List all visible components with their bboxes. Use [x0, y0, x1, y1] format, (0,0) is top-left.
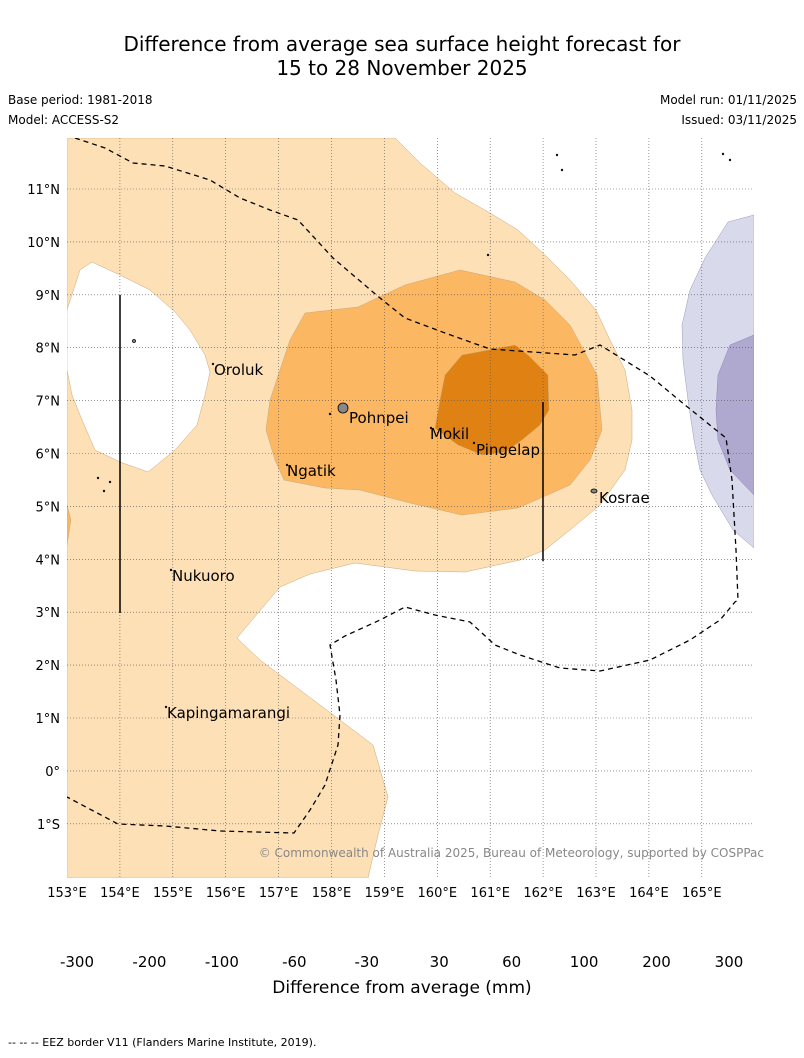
longitude-label: 163°E — [576, 886, 616, 901]
latitude-label: 3°N — [36, 606, 61, 621]
place-label-oroluk: Oroluk — [214, 361, 263, 379]
title-line-2: 15 to 28 November 2025 — [276, 56, 528, 80]
place-label-pohnpei: Pohnpei — [349, 409, 409, 427]
colorbar-tick-label: -100 — [204, 953, 239, 971]
colorbar-tick-label: -60 — [282, 953, 307, 971]
kosrae-island-icon — [590, 488, 598, 494]
place-label-nukuoro: Nukuoro — [172, 567, 235, 585]
longitude-label: 162°E — [523, 886, 563, 901]
latitude-label: 7°N — [36, 395, 61, 410]
copyright-notice: © Commonwealth of Australia 2025, Bureau… — [259, 846, 764, 860]
longitude-label: 158°E — [312, 886, 352, 901]
longitude-labels: 153°E 154°E 155°E 156°E 157°E 158°E 159°E 160°E… — [47, 886, 721, 901]
longitude-label: 161°E — [470, 886, 510, 901]
place-label-mokil: Mokil — [430, 425, 469, 443]
place-label-pingelap: Pingelap — [476, 441, 540, 459]
latitude-label: 4°N — [36, 553, 61, 568]
colorbar-tick-label: 30 — [429, 953, 449, 971]
place-labels: Oroluk Pohnpei Mokil Pingelap Ngatik Kos… — [167, 361, 650, 722]
longitude-label: 155°E — [153, 886, 193, 901]
latitude-label: 5°N — [36, 500, 61, 515]
longitude-label: 153°E — [47, 886, 87, 901]
latitude-label: 2°N — [36, 659, 61, 674]
eez-legend: -- -- -- EEZ border V11 (Flanders Marine… — [8, 1036, 317, 1049]
sea-level-map: Oroluk Pohnpei Mokil Pingelap Ngatik Kos… — [27, 138, 764, 901]
latitude-labels: 11°N 10°N 9°N 8°N 7°N 6°N 5°N 4°N 3°N 2°N 1°N 0° 1°S — [27, 183, 60, 833]
latitude-label: 6°N — [36, 448, 61, 463]
longitude-label: 154°E — [100, 886, 140, 901]
contour-layer — [67, 138, 754, 878]
longitude-label: 157°E — [259, 886, 299, 901]
longitude-label: 164°E — [629, 886, 669, 901]
latitude-label: 0° — [45, 765, 60, 780]
colorbar-tick-label: -30 — [354, 953, 380, 971]
place-label-kapingamarangi: Kapingamarangi — [167, 704, 290, 722]
colorbar-tick-label: -300 — [59, 953, 95, 971]
contour-100-200 — [434, 344, 550, 456]
latitude-label: 11°N — [27, 183, 60, 198]
latitude-label: 10°N — [27, 236, 60, 251]
longitude-label: 156°E — [206, 886, 246, 901]
colorbar-tick-label: 300 — [714, 953, 744, 971]
place-label-ngatik: Ngatik — [287, 462, 336, 480]
contour-negative-60-100 — [715, 334, 754, 496]
model-run: Model run: 01/11/2025 — [659, 93, 797, 107]
pohnpei-island-icon — [337, 402, 349, 414]
title-line-1: Difference from average sea surface heig… — [123, 32, 681, 56]
contour-neutral-west — [67, 261, 211, 473]
latitude-label: 9°N — [36, 289, 61, 304]
longitude-label: 165°E — [682, 886, 722, 901]
model-name: Model: ACCESS-S2 — [8, 113, 120, 127]
chart-title: Difference from average sea surface heig… — [0, 32, 804, 80]
colorbar-tick-label: -200 — [132, 953, 167, 971]
base-period: Base period: 1981-2018 — [8, 93, 153, 107]
latitude-label: 8°N — [36, 342, 61, 357]
longitude-label: 160°E — [418, 886, 458, 901]
colorbar-title: Difference from average (mm) — [272, 978, 532, 998]
issued-date: Issued: 03/11/2025 — [681, 113, 797, 127]
colorbar-tick-label: 200 — [642, 953, 671, 971]
islands — [96, 152, 732, 709]
longitude-label: 159°E — [365, 886, 405, 901]
colorbar-tick-label: 60 — [502, 953, 522, 971]
latitude-label: 1°N — [36, 712, 61, 727]
contour-sliver — [67, 504, 72, 546]
place-label-kosrae: Kosrae — [599, 489, 650, 507]
contour-30-60 — [67, 138, 633, 878]
eez-borders — [67, 138, 739, 834]
latitude-label: 1°S — [37, 818, 60, 833]
colorbar-tick-label: 100 — [569, 953, 599, 971]
